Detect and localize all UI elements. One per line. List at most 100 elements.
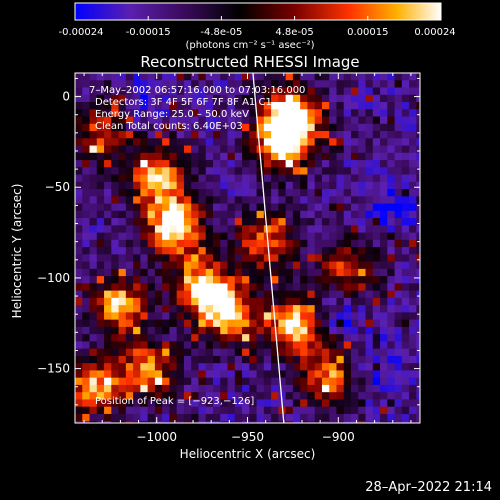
heatmap-cell (234, 334, 243, 342)
heatmap-cell (387, 355, 396, 364)
heatmap-cell (263, 334, 272, 342)
heatmap-cell (307, 392, 316, 401)
heatmap-cell (140, 377, 149, 386)
heatmap-cell (89, 80, 98, 89)
heatmap-cell (300, 297, 309, 306)
heatmap-cell (147, 203, 156, 212)
heatmap-cell (104, 384, 112, 393)
heatmap-cell (336, 334, 345, 342)
heatmap-cell (372, 348, 381, 357)
heatmap-cell (271, 189, 279, 197)
heatmap-cell (198, 109, 207, 118)
heatmap-cell (271, 145, 279, 154)
heatmap-cell (329, 189, 338, 197)
heatmap-cell (154, 326, 163, 335)
heatmap-cell (96, 174, 105, 183)
heatmap-cell (82, 276, 91, 284)
heatmap-cell (183, 413, 192, 422)
heatmap-cell (104, 413, 112, 422)
heatmap-cell (372, 225, 381, 234)
heatmap-cell (227, 218, 236, 226)
heatmap-cell (227, 131, 236, 139)
heatmap-cell (89, 138, 98, 147)
heatmap-cell (96, 406, 105, 415)
heatmap-cell (176, 87, 185, 96)
heatmap-cell (220, 145, 229, 154)
heatmap-cell (416, 276, 420, 284)
heatmap-cell (285, 94, 294, 103)
heatmap-cell (278, 305, 287, 313)
heatmap-cell (111, 239, 120, 248)
heatmap-cell (329, 377, 338, 386)
heatmap-cell (336, 254, 345, 263)
heatmap-cell (227, 254, 236, 263)
heatmap-cell (242, 312, 250, 321)
heatmap-cell (169, 363, 178, 372)
heatmap-cell (191, 225, 200, 234)
heatmap-cell (401, 160, 410, 168)
heatmap-cell (271, 421, 279, 423)
heatmap-cell (227, 116, 236, 125)
heatmap-cell (191, 312, 200, 321)
heatmap-cell (75, 87, 83, 96)
heatmap-cell (154, 348, 163, 357)
heatmap-cell (336, 203, 345, 212)
heatmap-cell (314, 80, 323, 89)
heatmap-cell (416, 94, 420, 103)
heatmap-cell (401, 87, 410, 96)
heatmap-cell (394, 87, 403, 96)
heatmap-cell (125, 210, 134, 219)
heatmap-cell (104, 232, 112, 241)
heatmap-cell (118, 181, 127, 190)
heatmap-cell (213, 268, 221, 277)
heatmap-cell (263, 297, 272, 306)
heatmap-cell (249, 109, 258, 118)
heatmap-cell (227, 160, 236, 168)
heatmap-cell (198, 196, 207, 205)
heatmap-cell (104, 116, 112, 125)
heatmap-cell (96, 341, 105, 350)
heatmap-cell (147, 174, 156, 183)
heatmap-cell (314, 305, 323, 313)
heatmap-cell (133, 239, 141, 248)
heatmap-cell (162, 370, 171, 379)
heatmap-cell (125, 232, 134, 241)
heatmap-cell (416, 87, 420, 96)
heatmap-cell (234, 384, 243, 393)
heatmap-cell (271, 109, 279, 118)
heatmap-cell (321, 283, 330, 292)
heatmap-cell (278, 232, 287, 241)
heatmap-cell (314, 297, 323, 306)
heatmap-cell (82, 225, 91, 234)
heatmap-cell (205, 305, 214, 313)
heatmap-cell (213, 334, 221, 342)
heatmap-cell (220, 413, 229, 422)
heatmap-cell (183, 218, 192, 226)
heatmap-cell (351, 247, 359, 255)
heatmap-cell (380, 167, 388, 176)
heatmap-cell (401, 334, 410, 342)
heatmap-cell (372, 94, 381, 103)
heatmap-cell (351, 268, 359, 277)
heatmap-cell (336, 399, 345, 408)
heatmap-cell (118, 413, 127, 422)
heatmap-cell (89, 334, 98, 342)
heatmap-cell (358, 297, 367, 306)
heatmap-cell (387, 384, 396, 393)
heatmap-cell (321, 167, 330, 176)
heatmap-cell (205, 87, 214, 96)
heatmap-cell (82, 210, 91, 219)
heatmap-cell (271, 290, 279, 299)
heatmap-cell (249, 326, 258, 335)
heatmap-cell (416, 319, 420, 328)
heatmap-cell (234, 152, 243, 161)
heatmap-cell (125, 73, 134, 81)
heatmap-cell (394, 399, 403, 408)
heatmap-cell (162, 102, 171, 110)
heatmap-cell (249, 174, 258, 183)
heatmap-cell (394, 94, 403, 103)
heatmap-cell (314, 131, 323, 139)
heatmap-cell (300, 312, 309, 321)
heatmap-cell (205, 232, 214, 241)
heatmap-cell (271, 160, 279, 168)
